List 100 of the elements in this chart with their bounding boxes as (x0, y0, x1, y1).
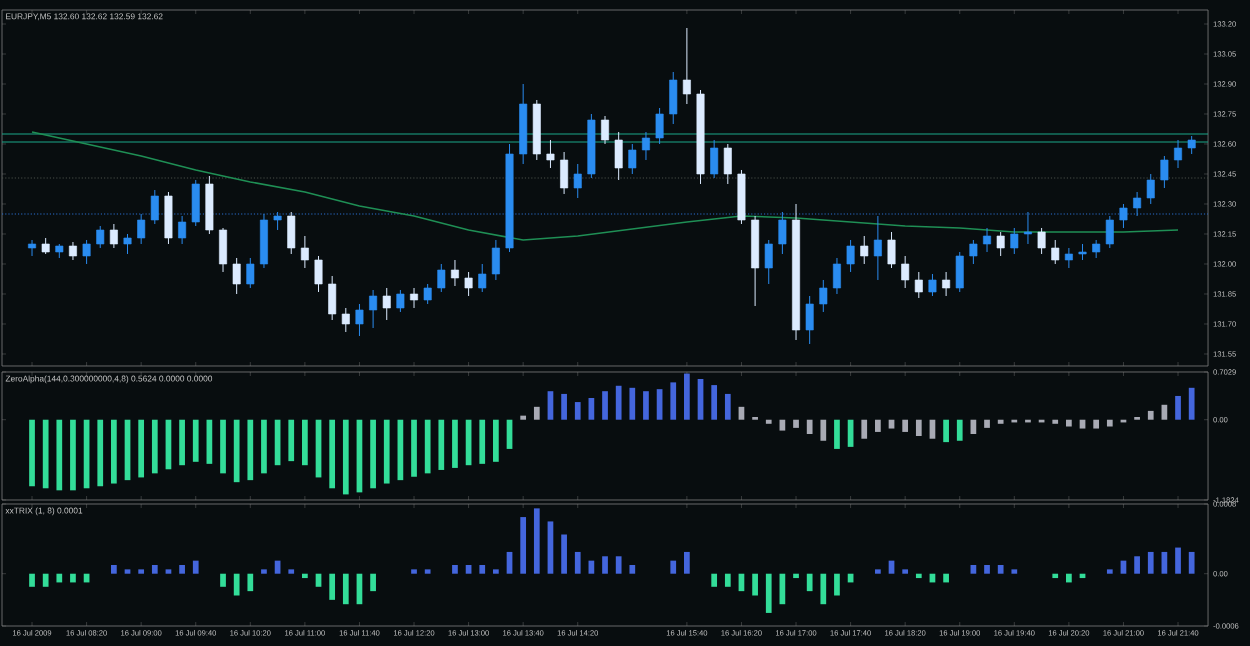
bar (179, 419, 185, 466)
bar (302, 419, 308, 466)
bar (793, 419, 799, 428)
bar (70, 573, 76, 583)
candlestick (491, 239, 500, 281)
bar (724, 573, 731, 587)
bar (452, 565, 458, 574)
bar (793, 573, 799, 579)
candlestick (778, 211, 787, 255)
bar (820, 419, 827, 441)
bar (1175, 395, 1181, 420)
candlestick (928, 273, 937, 297)
candlestick (1051, 239, 1060, 265)
bar (533, 406, 540, 420)
candlestick (682, 27, 691, 105)
candlestick (478, 263, 487, 293)
bar (1106, 419, 1113, 427)
bar (479, 419, 486, 464)
candlestick (205, 175, 214, 235)
candlestick (969, 239, 978, 265)
bar (288, 419, 295, 462)
candlestick (1064, 247, 1073, 269)
candlestick (669, 71, 678, 125)
candlestick (232, 257, 241, 295)
bar (329, 573, 336, 600)
candlestick (1010, 227, 1019, 255)
bar (984, 419, 990, 428)
candlestick (1146, 173, 1155, 205)
candlestick (737, 169, 746, 225)
candlestick (137, 213, 146, 245)
bar (247, 419, 254, 481)
bar (424, 419, 431, 474)
candlestick (259, 213, 268, 269)
candlestick (437, 263, 446, 293)
bar (370, 573, 376, 592)
bar (70, 419, 76, 491)
candlestick (914, 271, 923, 299)
candlestick (328, 275, 337, 321)
bar (997, 565, 1004, 574)
bar (342, 419, 349, 495)
bar (438, 419, 445, 470)
bar (956, 419, 963, 441)
candlestick (751, 215, 760, 307)
candlestick (396, 289, 405, 313)
bar (1188, 387, 1195, 420)
bar (629, 387, 636, 420)
candlestick (805, 295, 814, 345)
candlestick (314, 255, 323, 293)
bar (902, 419, 909, 432)
candlestick (901, 255, 910, 289)
candlestick (560, 151, 569, 195)
bar (915, 573, 922, 579)
candlestick (628, 143, 637, 175)
candlestick (450, 259, 459, 287)
bar (602, 556, 608, 574)
candlestick (300, 235, 309, 269)
candlestick (655, 107, 664, 145)
candlestick (123, 233, 132, 255)
bar (684, 551, 690, 574)
candlestick (28, 239, 37, 257)
bar (684, 373, 690, 420)
bar (1066, 419, 1072, 427)
bar (493, 419, 499, 462)
bar (1093, 419, 1100, 429)
bar (370, 419, 376, 489)
bar (29, 419, 35, 487)
bar (56, 419, 63, 491)
candlestick (723, 143, 732, 185)
candlestick (341, 307, 350, 333)
bar (342, 573, 349, 605)
bar (261, 419, 267, 474)
candlestick (219, 227, 228, 273)
candlestick (1174, 139, 1183, 169)
bar (1066, 573, 1072, 583)
bar (574, 551, 581, 574)
bar (1147, 551, 1154, 574)
candlestick (1160, 155, 1169, 189)
bar (97, 419, 104, 487)
bar (970, 565, 977, 574)
candlestick (423, 283, 432, 305)
bar (1147, 410, 1154, 420)
bar (220, 419, 226, 474)
bar (192, 560, 199, 574)
bar (151, 419, 158, 474)
candlestick (942, 271, 951, 297)
bar (670, 382, 677, 420)
bar (42, 419, 49, 489)
candlestick (1105, 215, 1114, 249)
candlestick (764, 239, 773, 285)
candlestick (846, 239, 855, 273)
bar (602, 391, 608, 420)
bar (1175, 547, 1181, 574)
bar (411, 419, 417, 477)
candlestick (641, 131, 650, 161)
candlestick (546, 139, 555, 169)
bar (247, 573, 254, 592)
bar (329, 419, 336, 489)
bar (233, 419, 240, 483)
candlestick (573, 163, 582, 199)
bar (711, 385, 718, 420)
